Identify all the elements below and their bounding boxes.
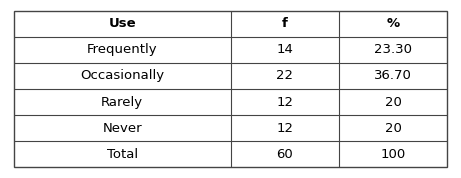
Text: %: % bbox=[386, 17, 400, 30]
Text: 14: 14 bbox=[276, 43, 293, 56]
Text: 100: 100 bbox=[380, 148, 406, 161]
Text: Total: Total bbox=[106, 148, 138, 161]
Text: 36.70: 36.70 bbox=[374, 69, 412, 82]
Text: Frequently: Frequently bbox=[87, 43, 158, 56]
Text: Rarely: Rarely bbox=[101, 96, 143, 109]
Text: Use: Use bbox=[108, 17, 136, 30]
Text: 60: 60 bbox=[276, 148, 293, 161]
Text: 20: 20 bbox=[384, 96, 402, 109]
Text: 23.30: 23.30 bbox=[374, 43, 412, 56]
Bar bbox=[14, 11, 447, 167]
Text: Never: Never bbox=[102, 122, 142, 135]
Text: 12: 12 bbox=[276, 122, 293, 135]
Text: Occasionally: Occasionally bbox=[80, 69, 164, 82]
Text: 22: 22 bbox=[276, 69, 293, 82]
Text: f: f bbox=[282, 17, 288, 30]
Text: 12: 12 bbox=[276, 96, 293, 109]
Text: 20: 20 bbox=[384, 122, 402, 135]
